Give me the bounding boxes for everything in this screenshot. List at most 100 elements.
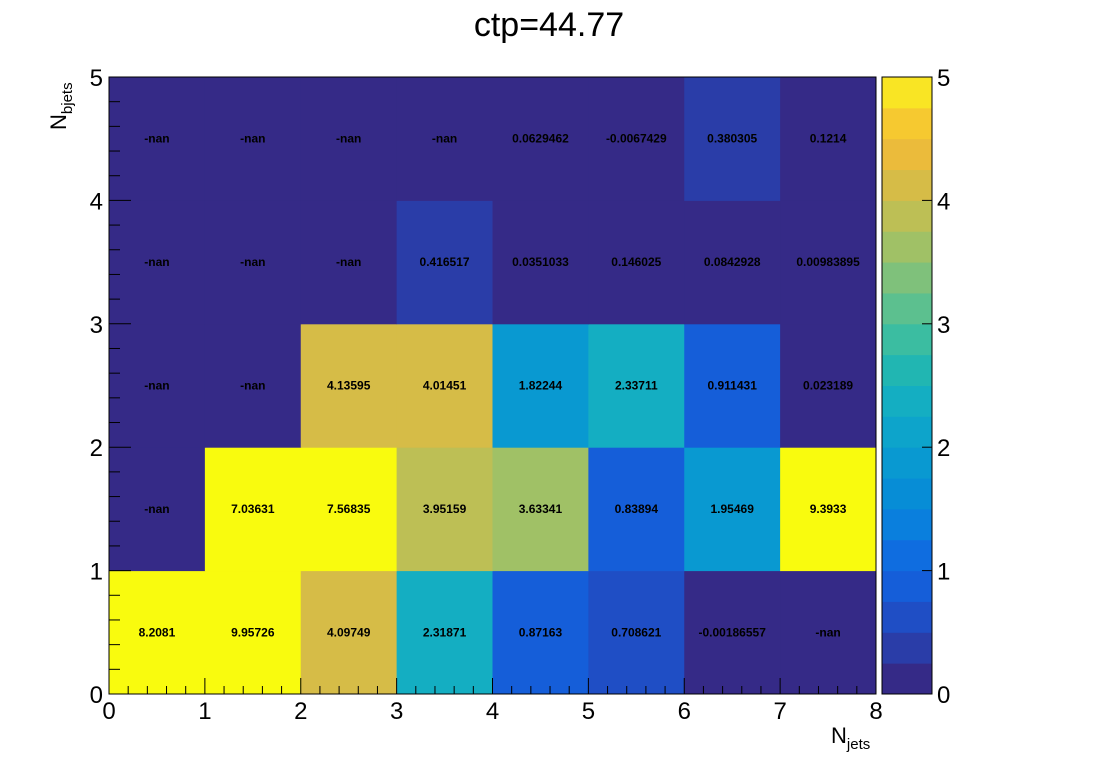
cell-value-label: 0.83894 <box>615 502 659 516</box>
colorbar-swatch <box>882 508 932 541</box>
heatmap-cell <box>300 323 398 448</box>
colorbar-swatch <box>882 77 932 109</box>
heatmap-cell <box>684 570 781 695</box>
chart-title: ctp=44.77 <box>474 6 624 44</box>
cell-value-label: 0.00983895 <box>796 255 860 269</box>
y-tick-label: 4 <box>90 188 103 215</box>
cell-value-label: 8.2081 <box>139 625 176 639</box>
cell-value-label: -nan <box>144 379 169 393</box>
cell-value-label: 0.416517 <box>420 255 470 269</box>
colorbar-swatch <box>882 138 932 171</box>
colorbar-tick-label: 3 <box>937 312 950 339</box>
colorbar-tick-label: 5 <box>937 65 950 92</box>
colorbar-swatch <box>882 385 932 417</box>
x-tick-label: 5 <box>582 698 595 725</box>
colorbar-tick-label: 4 <box>937 188 950 215</box>
cell-value-label: 9.3933 <box>810 502 847 516</box>
heatmap-cell <box>588 447 685 572</box>
heatmap-cell <box>204 200 302 325</box>
heatmap-cell <box>204 570 302 695</box>
cell-value-label: 0.380305 <box>707 132 757 146</box>
heatmap-cell <box>492 200 589 325</box>
x-axis-label-sub: jets <box>846 736 870 753</box>
cell-value-label: 4.01451 <box>423 379 467 393</box>
heatmap-cell <box>109 447 206 572</box>
colorbar-swatch <box>882 478 932 510</box>
y-tick-label: 2 <box>90 435 103 462</box>
cell-value-label: 3.95159 <box>423 502 467 516</box>
cell-value-label: 0.1214 <box>810 132 847 146</box>
colorbar-swatch <box>882 632 932 664</box>
heatmap-cell <box>396 200 493 325</box>
cell-value-label: 0.0351033 <box>512 255 569 269</box>
colorbar-swatch <box>882 262 932 294</box>
heatmap-cell <box>204 323 302 448</box>
heatmap-cell <box>492 447 589 572</box>
heatmap-cells <box>109 77 877 695</box>
heatmap-cell <box>300 200 398 325</box>
heatmap-cell <box>492 323 589 448</box>
cell-value-label: 3.63341 <box>519 502 563 516</box>
heatmap-cell <box>109 323 206 448</box>
x-tick-label: 6 <box>678 698 691 725</box>
heatmap-cell <box>204 447 302 572</box>
heatmap-cell <box>396 447 493 572</box>
cell-value-label: 0.911431 <box>707 379 757 393</box>
heatmap-cell <box>109 77 206 201</box>
x-tick-label: 3 <box>390 698 403 725</box>
colorbar-swatch <box>882 292 932 325</box>
x-tick-label: 8 <box>869 698 882 725</box>
colorbar-tick-label: 1 <box>937 559 950 586</box>
cell-value-label: 4.09749 <box>327 625 371 639</box>
heatmap-cell <box>684 323 781 448</box>
y-axis-label-base: N <box>46 114 71 130</box>
heatmap-cell <box>109 200 206 325</box>
cell-value-label: -nan <box>432 132 457 146</box>
cell-value-label: -nan <box>815 625 840 639</box>
heatmap-cell <box>396 77 493 201</box>
heatmap-cell <box>780 570 877 695</box>
heatmap-cell <box>204 77 302 201</box>
heatmap-cell <box>684 447 781 572</box>
colorbar-swatch <box>882 601 932 633</box>
heatmap-cell <box>396 323 493 448</box>
heatmap-cell <box>300 570 398 695</box>
colorbar-frame <box>881 76 933 695</box>
colorbar-swatch <box>882 354 932 386</box>
x-tick-label: 0 <box>102 698 115 725</box>
colorbar-swatch <box>882 107 932 140</box>
cell-value-label: -nan <box>144 132 169 146</box>
cell-value-label: 0.0842928 <box>704 255 761 269</box>
heatmap-cell <box>492 570 589 695</box>
y-tick-label: 1 <box>90 559 103 586</box>
colorbar-swatch <box>882 570 932 602</box>
cell-value-label: 9.95726 <box>231 625 275 639</box>
cell-value-label: -nan <box>336 132 361 146</box>
y-axis-label-sub: bjets <box>59 82 76 114</box>
cell-value-label: -nan <box>240 255 265 269</box>
heatmap-cell <box>780 200 877 325</box>
cell-value-label: 1.82244 <box>519 379 563 393</box>
heatmap-cell <box>300 447 398 572</box>
cell-value-label: 4.13595 <box>327 379 371 393</box>
heatmap-cell <box>780 447 877 572</box>
colorbar-tick-label: 0 <box>937 682 950 709</box>
cell-value-label: -0.00186557 <box>698 625 766 639</box>
heatmap-cell <box>684 200 781 325</box>
cell-value-label: 1.95469 <box>710 502 754 516</box>
heatmap-cell <box>684 77 781 201</box>
cell-value-label: 2.33711 <box>615 379 658 393</box>
colorbar-swatch <box>882 539 932 572</box>
color-scale-bar: 0 1 2 3 4 5 <box>881 65 950 709</box>
heatmap-cell <box>780 323 877 448</box>
heatmap-cell <box>588 200 685 325</box>
heatmap-cell <box>780 77 877 201</box>
x-axis-label-base: N <box>831 723 847 748</box>
cell-value-label: 0.0629462 <box>512 132 569 146</box>
cell-value-label: 2.31871 <box>423 625 467 639</box>
axes: 0 1 2 3 4 5 6 7 8 0 1 2 3 4 5 <box>90 65 883 725</box>
x-axis-label: Njets <box>831 723 870 753</box>
cell-value-label: -0.0067429 <box>606 132 667 146</box>
